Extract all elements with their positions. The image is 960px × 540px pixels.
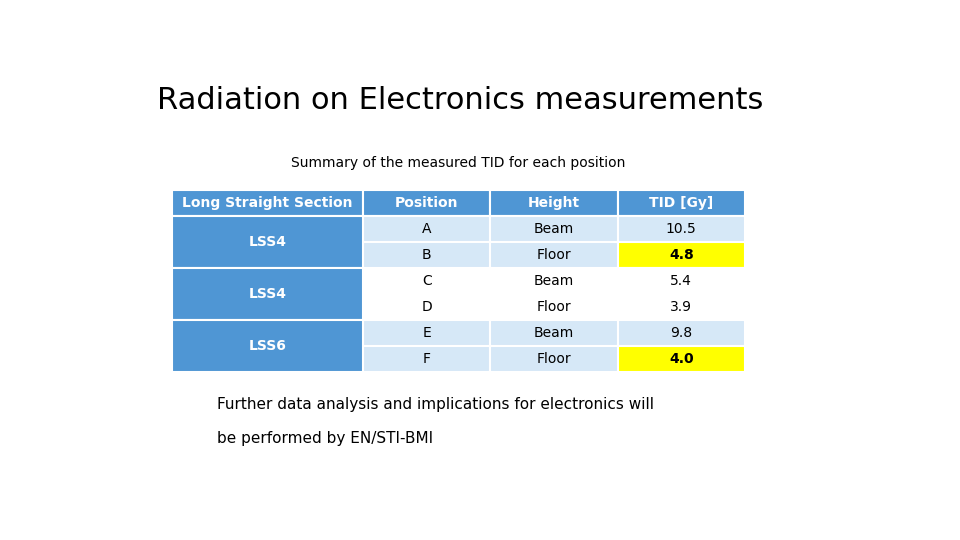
Text: Long Straight Section: Long Straight Section — [182, 195, 353, 210]
Text: Height: Height — [528, 195, 580, 210]
Text: TID [Gy]: TID [Gy] — [649, 195, 713, 210]
Bar — [491, 215, 617, 242]
Text: Beam: Beam — [534, 326, 574, 340]
Bar — [617, 268, 745, 294]
Text: Radiation on Electronics measurements: Radiation on Electronics measurements — [157, 85, 763, 114]
Text: 5.4: 5.4 — [670, 274, 692, 288]
Text: Floor: Floor — [537, 300, 571, 314]
Bar — [363, 215, 491, 242]
Bar — [491, 268, 617, 294]
Bar — [617, 215, 745, 242]
Text: 4.0: 4.0 — [669, 353, 694, 367]
Bar — [617, 346, 745, 373]
Bar — [617, 320, 745, 346]
Bar — [172, 215, 363, 268]
Text: E: E — [422, 326, 431, 340]
Bar — [491, 190, 617, 215]
Bar — [172, 190, 363, 215]
Bar — [617, 294, 745, 320]
Text: Position: Position — [395, 195, 459, 210]
Text: Floor: Floor — [537, 248, 571, 262]
Text: 9.8: 9.8 — [670, 326, 692, 340]
Text: Summary of the measured TID for each position: Summary of the measured TID for each pos… — [291, 156, 626, 170]
Text: Beam: Beam — [534, 274, 574, 288]
Text: B: B — [421, 248, 431, 262]
Text: 10.5: 10.5 — [666, 222, 697, 236]
Text: LSS4: LSS4 — [249, 235, 286, 249]
Bar — [363, 294, 491, 320]
Bar — [617, 242, 745, 268]
Text: A: A — [422, 222, 431, 236]
Text: LSS4: LSS4 — [249, 287, 286, 301]
Text: C: C — [421, 274, 432, 288]
Bar — [491, 346, 617, 373]
Bar — [172, 320, 363, 373]
Bar — [363, 346, 491, 373]
Text: Further data analysis and implications for electronics will: Further data analysis and implications f… — [217, 397, 654, 413]
Text: Beam: Beam — [534, 222, 574, 236]
Bar — [491, 242, 617, 268]
Text: Floor: Floor — [537, 353, 571, 367]
Bar — [491, 320, 617, 346]
Bar — [363, 242, 491, 268]
Bar — [491, 294, 617, 320]
Bar — [363, 268, 491, 294]
Text: LSS6: LSS6 — [249, 339, 286, 353]
Bar — [172, 268, 363, 320]
Text: 4.8: 4.8 — [669, 248, 694, 262]
Text: D: D — [421, 300, 432, 314]
Text: be performed by EN/STI-BMI: be performed by EN/STI-BMI — [217, 431, 433, 445]
Bar — [363, 320, 491, 346]
Bar — [617, 190, 745, 215]
Text: F: F — [422, 353, 431, 367]
Bar — [363, 190, 491, 215]
Text: 3.9: 3.9 — [670, 300, 692, 314]
